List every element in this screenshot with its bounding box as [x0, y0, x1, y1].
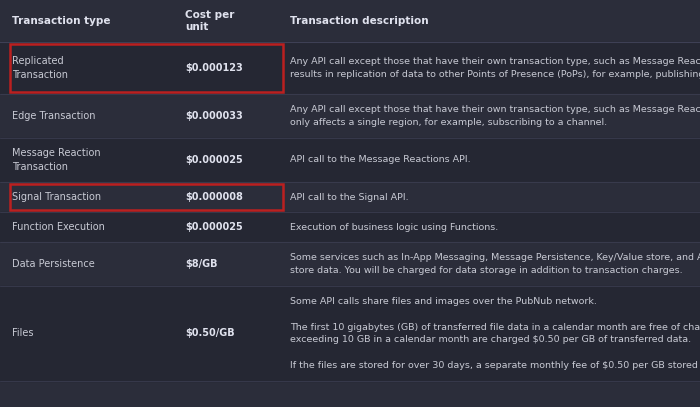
- Text: $0.000008: $0.000008: [185, 192, 243, 202]
- Text: Execution of business logic using Functions.: Execution of business logic using Functi…: [290, 223, 498, 232]
- Text: Files: Files: [12, 328, 34, 339]
- Bar: [0, 42, 700, 94]
- Text: Function Execution: Function Execution: [12, 222, 105, 232]
- Text: API call to the Signal API.: API call to the Signal API.: [290, 193, 409, 201]
- Text: API call to the Message Reactions API.: API call to the Message Reactions API.: [290, 155, 470, 164]
- Text: $0.000123: $0.000123: [185, 63, 243, 73]
- Text: $0.000033: $0.000033: [185, 111, 243, 121]
- Text: Signal Transaction: Signal Transaction: [12, 192, 101, 202]
- Text: Transaction description: Transaction description: [290, 16, 428, 26]
- Text: Data Persistence: Data Persistence: [12, 259, 95, 269]
- Bar: [0, 212, 700, 242]
- Bar: [0, 182, 700, 212]
- Text: Some services such as In-App Messaging, Message Persistence, Key/Value store, an: Some services such as In-App Messaging, …: [290, 253, 700, 275]
- Bar: [0, 286, 700, 381]
- Text: $0.000025: $0.000025: [185, 222, 243, 232]
- Text: $0.50/GB: $0.50/GB: [185, 328, 234, 339]
- Text: Transaction type: Transaction type: [12, 16, 111, 26]
- Text: Any API call except those that have their own transaction type, such as Message : Any API call except those that have thei…: [290, 57, 700, 79]
- Bar: [0, 94, 700, 138]
- Bar: [0, 242, 700, 286]
- Text: $0.000025: $0.000025: [185, 155, 243, 165]
- Text: Some API calls share files and images over the PubNub network.

The first 10 gig: Some API calls share files and images ov…: [290, 297, 700, 370]
- Bar: [0, 138, 700, 182]
- Bar: [10, 184, 283, 210]
- Text: Message Reaction
Transaction: Message Reaction Transaction: [12, 149, 101, 172]
- Text: Any API call except those that have their own transaction type, such as Message : Any API call except those that have thei…: [290, 105, 700, 127]
- Text: Edge Transaction: Edge Transaction: [12, 111, 95, 121]
- Bar: [10, 44, 283, 92]
- Text: Replicated
Transaction: Replicated Transaction: [12, 57, 68, 80]
- Text: $8/GB: $8/GB: [185, 259, 218, 269]
- Bar: [0, 0, 700, 42]
- Text: Cost per
unit: Cost per unit: [185, 10, 234, 32]
